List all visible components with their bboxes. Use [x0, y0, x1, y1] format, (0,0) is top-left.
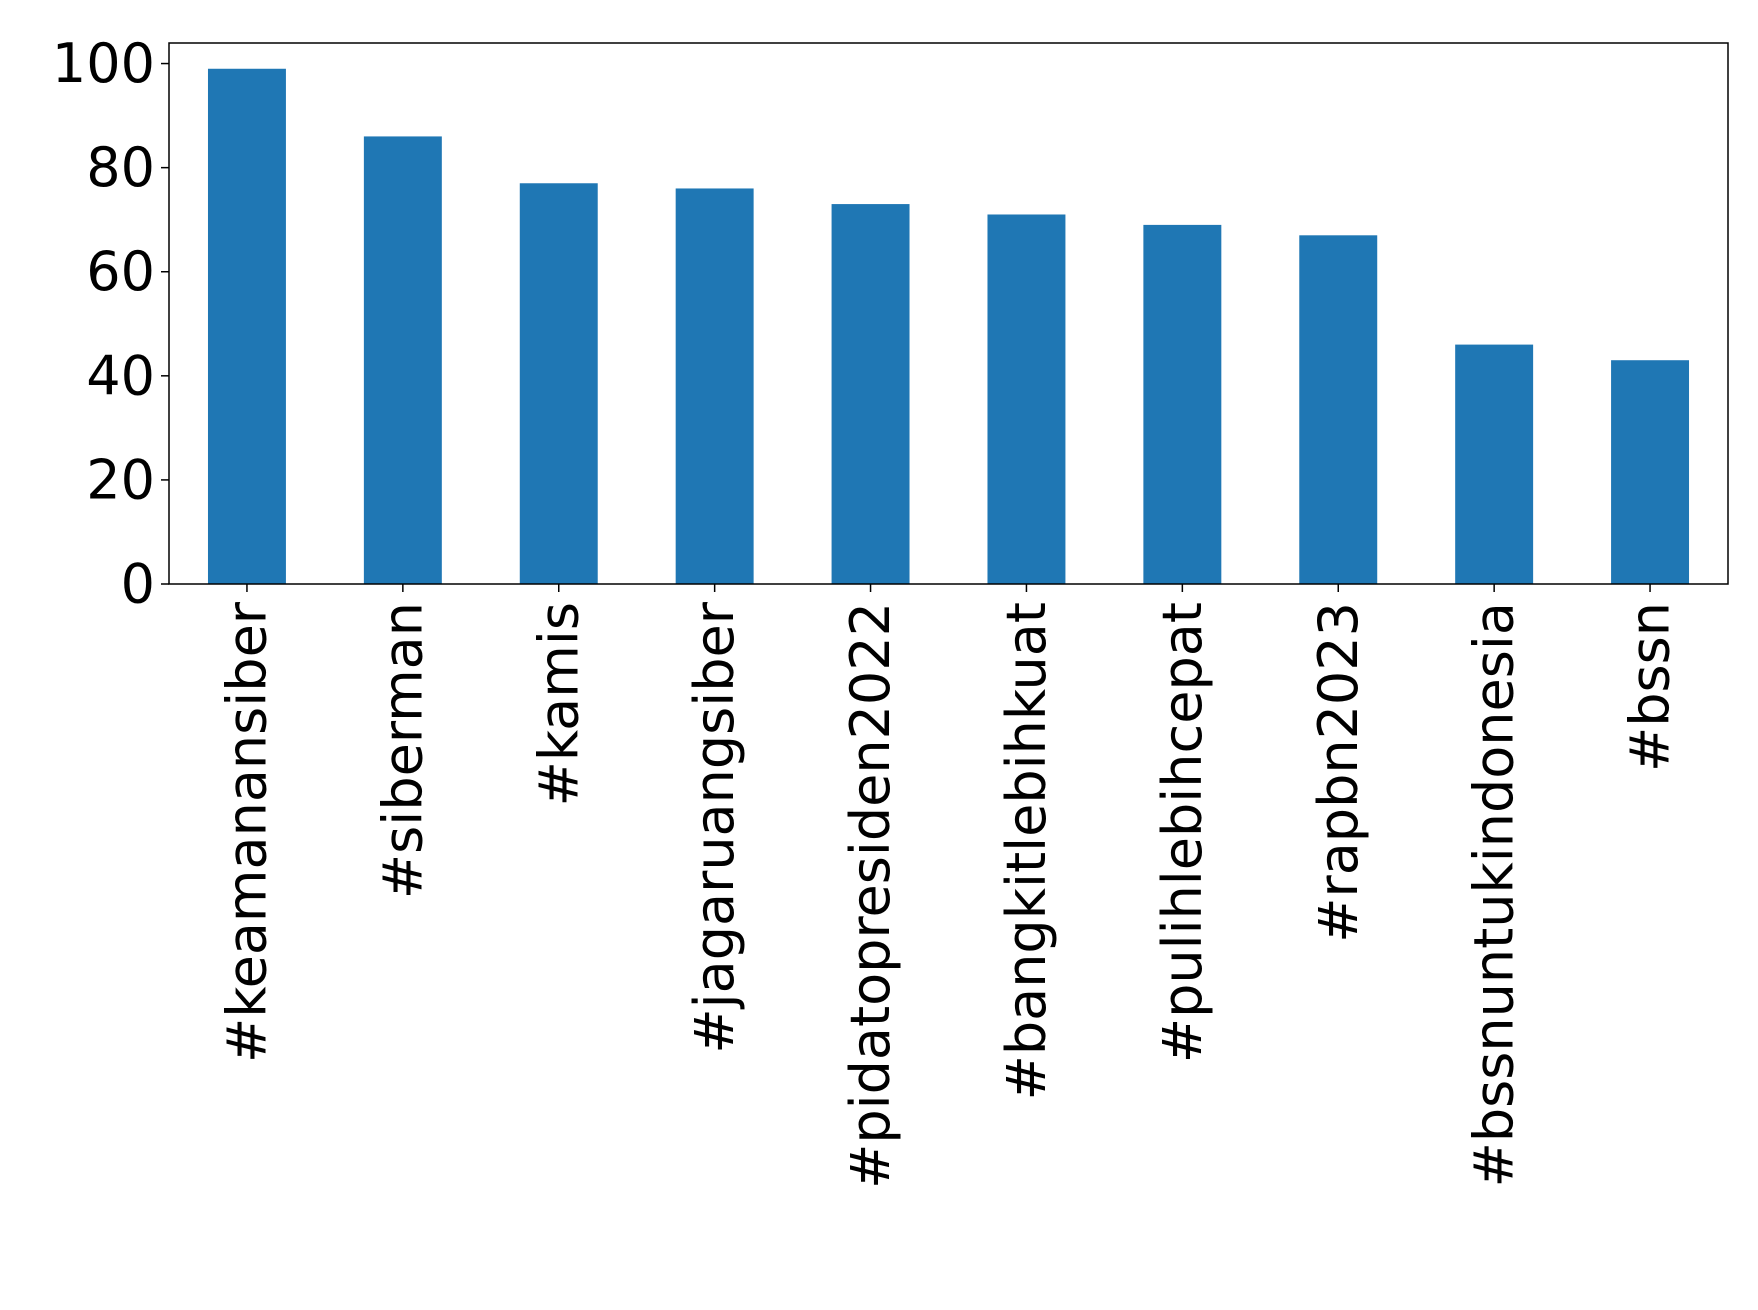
bar — [519, 183, 598, 584]
x-tick-label: #jagaruangsiber — [683, 601, 746, 1053]
x-tick-label: #siberman — [371, 602, 434, 899]
x-tick-label: #keamanansiber — [215, 601, 278, 1063]
bar — [1299, 235, 1378, 584]
bar — [1143, 224, 1222, 584]
plot-frame — [168, 42, 1729, 585]
bar — [675, 188, 754, 584]
x-tick-label: #bssn — [1619, 602, 1682, 772]
bar — [831, 204, 910, 584]
bar — [1455, 344, 1534, 584]
bar — [987, 214, 1066, 584]
x-tick-label: #bssnuntukindonesia — [1463, 602, 1526, 1187]
y-tick-label: 40 — [86, 344, 155, 407]
x-tick-label: #bangkitlebihkuat — [995, 602, 1058, 1100]
bar — [363, 136, 442, 584]
y-tick-label: 20 — [86, 448, 155, 511]
x-tick-label: #pidatopresiden2022 — [839, 602, 902, 1189]
bar — [1611, 360, 1690, 584]
bar — [207, 68, 286, 584]
y-tick-label: 0 — [121, 553, 155, 616]
y-tick-label: 100 — [52, 32, 155, 95]
x-tick-label: #pulihlebihcepat — [1151, 602, 1214, 1063]
y-tick-label: 60 — [86, 240, 155, 303]
x-tick-label: #rapbn2023 — [1307, 602, 1370, 943]
y-tick-label: 80 — [86, 136, 155, 199]
x-tick-label: #kamis — [527, 602, 590, 806]
